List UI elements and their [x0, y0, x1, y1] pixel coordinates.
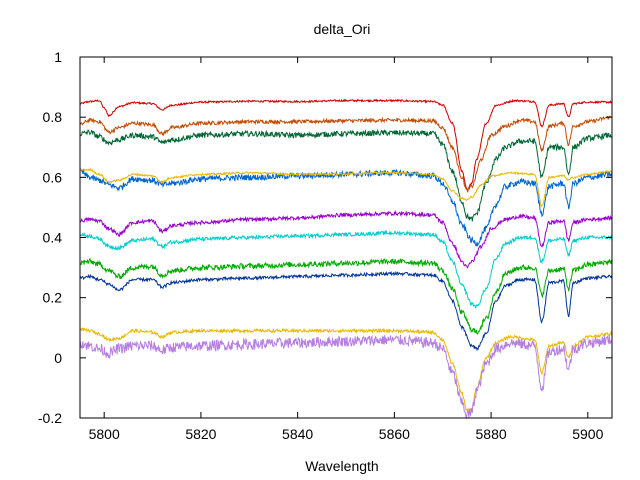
x-axis-label: Wavelength: [305, 458, 378, 474]
spectrum-series-line: [79, 334, 612, 420]
y-tick-label: 0.8: [43, 109, 63, 125]
plot-frame: [79, 56, 613, 419]
spectrum-series-line: [79, 270, 613, 352]
y-tick-label: 0.4: [43, 230, 63, 246]
spectrum-series-line: [79, 210, 613, 269]
y-tick-label: 1: [54, 49, 62, 65]
y-tick-label: 0.2: [43, 290, 63, 306]
x-tick-label: 5820: [185, 426, 216, 442]
spectrum-series-line: [79, 98, 612, 191]
x-tick-label: 5860: [379, 426, 410, 442]
spectrum-series-line: [79, 115, 612, 193]
x-tick-label: 5800: [89, 426, 120, 442]
spectrum-series-line: [79, 257, 613, 335]
x-tick-label: 5900: [572, 426, 603, 442]
series-layer: [79, 98, 613, 420]
chart-title: delta_Ori: [314, 21, 371, 37]
spectrum-series-line: [79, 167, 613, 207]
axis-layer: 5800 5820 5840 5860 5880 5900 -0.2 0 0.2 0.4 0.6 0.…: [38, 49, 612, 442]
spectrum-series-line: [79, 229, 613, 309]
spectrum-series-line: [79, 128, 612, 222]
y-tick-label: 0.6: [43, 169, 63, 185]
spectrum-series-line: [79, 168, 613, 247]
y-tick-label: -0.2: [38, 410, 62, 426]
y-tick-label: 0: [54, 350, 62, 366]
spectrum-series-line: [79, 327, 613, 412]
x-tick-label: 5840: [282, 426, 313, 442]
x-tick-label: 5880: [476, 426, 507, 442]
